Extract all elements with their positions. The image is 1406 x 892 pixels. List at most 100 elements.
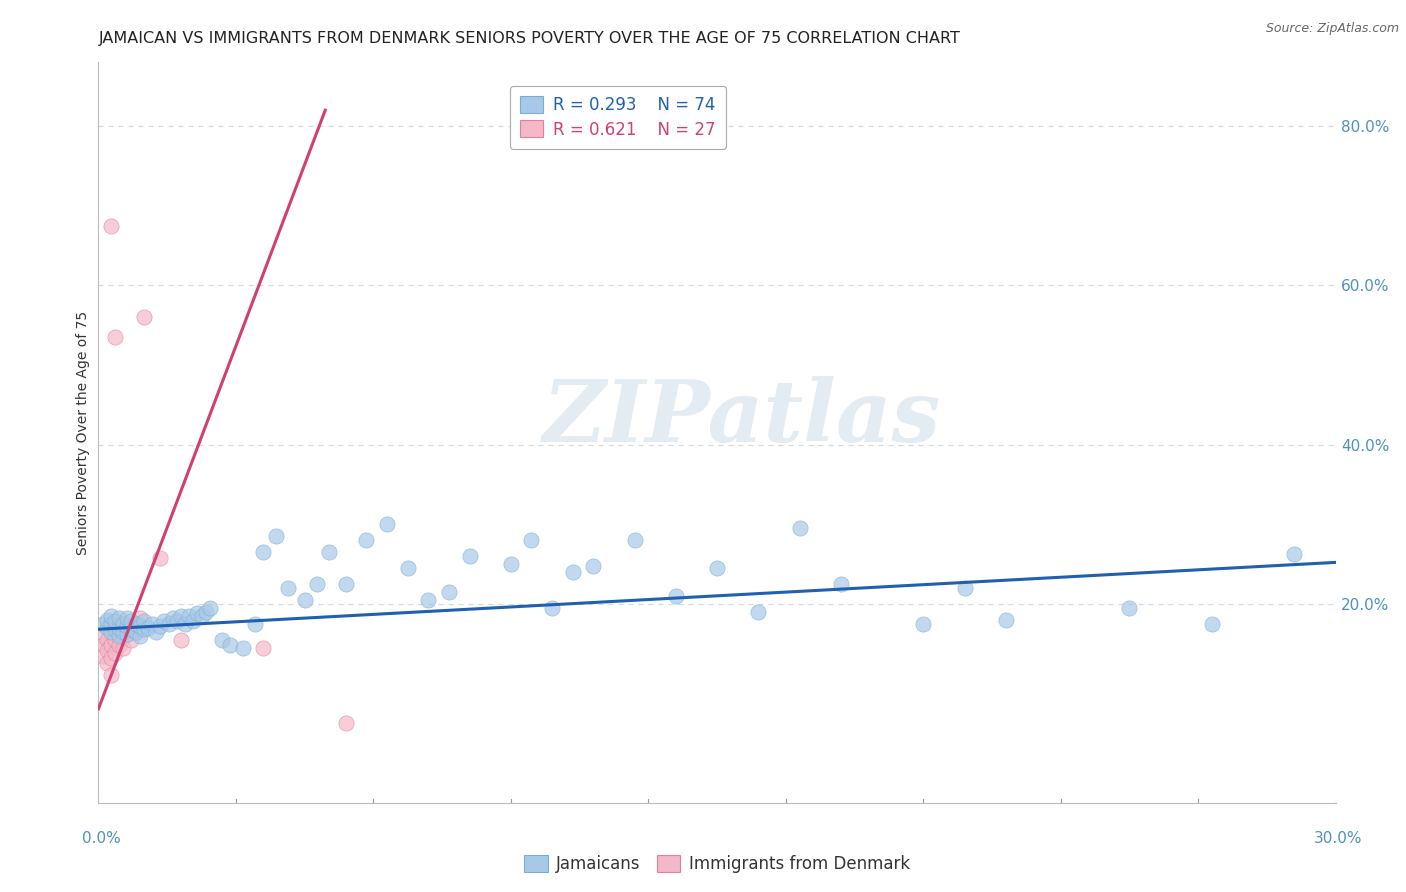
Point: [166, 615, 188, 629]
Point: [170, 632, 193, 647]
Point: [375, 517, 398, 532]
Point: [277, 581, 299, 595]
Point: [179, 608, 201, 623]
Point: [124, 624, 146, 639]
Point: [541, 600, 564, 615]
Point: [141, 616, 163, 631]
Point: [108, 629, 131, 643]
Point: [335, 577, 357, 591]
Point: [294, 592, 316, 607]
Point: [104, 622, 127, 636]
Point: [252, 545, 274, 559]
Point: [96, 621, 118, 635]
Point: [108, 611, 131, 625]
Point: [117, 611, 139, 625]
Text: Source: ZipAtlas.com: Source: ZipAtlas.com: [1265, 22, 1399, 36]
Point: [100, 219, 122, 233]
Point: [198, 600, 221, 615]
Point: [91, 616, 114, 631]
Point: [132, 622, 155, 636]
Point: [190, 608, 212, 623]
Point: [396, 561, 419, 575]
Point: [194, 605, 217, 619]
Point: [112, 630, 135, 644]
Point: [112, 640, 135, 655]
Point: [91, 648, 114, 663]
Point: [747, 605, 769, 619]
Point: [335, 716, 357, 731]
Point: [117, 627, 139, 641]
Point: [96, 613, 118, 627]
Point: [100, 651, 122, 665]
Point: [1118, 600, 1140, 615]
Text: 0.0%: 0.0%: [82, 831, 121, 846]
Text: 30.0%: 30.0%: [1315, 831, 1362, 846]
Point: [104, 646, 127, 660]
Point: [100, 668, 122, 682]
Point: [149, 619, 172, 633]
Point: [120, 615, 142, 629]
Legend: Jamaicans, Immigrants from Denmark: Jamaicans, Immigrants from Denmark: [517, 848, 917, 880]
Point: [219, 638, 242, 652]
Point: [136, 621, 159, 635]
Point: [243, 616, 266, 631]
Point: [499, 557, 522, 571]
Point: [520, 533, 543, 547]
Point: [100, 638, 122, 652]
Point: [108, 627, 131, 641]
Point: [145, 624, 167, 639]
Point: [170, 608, 193, 623]
Point: [264, 529, 287, 543]
Point: [108, 638, 131, 652]
Point: [153, 615, 176, 629]
Point: [582, 558, 605, 573]
Point: [112, 624, 135, 639]
Point: [100, 608, 122, 623]
Point: [112, 616, 135, 631]
Point: [124, 616, 146, 631]
Point: [91, 638, 114, 652]
Point: [100, 624, 122, 639]
Point: [994, 613, 1017, 627]
Point: [120, 622, 142, 636]
Point: [104, 330, 127, 344]
Point: [117, 627, 139, 641]
Point: [305, 577, 328, 591]
Point: [100, 616, 122, 631]
Point: [117, 616, 139, 631]
Point: [561, 565, 583, 579]
Point: [91, 629, 114, 643]
Point: [418, 592, 440, 607]
Point: [665, 589, 688, 603]
Point: [912, 616, 935, 631]
Point: [186, 607, 208, 621]
Point: [1201, 616, 1223, 631]
Point: [132, 310, 155, 325]
Point: [128, 611, 150, 625]
Point: [96, 632, 118, 647]
Point: [458, 549, 481, 563]
Point: [953, 581, 976, 595]
Point: [149, 550, 172, 565]
Point: [104, 632, 127, 647]
Point: [211, 632, 233, 647]
Point: [120, 632, 142, 647]
Point: [789, 521, 811, 535]
Point: [162, 611, 184, 625]
Point: [117, 619, 139, 633]
Point: [623, 533, 645, 547]
Point: [232, 640, 254, 655]
Point: [96, 643, 118, 657]
Point: [108, 621, 131, 635]
Point: [128, 629, 150, 643]
Point: [157, 616, 180, 631]
Point: [174, 616, 197, 631]
Point: [104, 615, 127, 629]
Point: [120, 622, 142, 636]
Point: [830, 577, 852, 591]
Point: [96, 657, 118, 671]
Text: JAMAICAN VS IMMIGRANTS FROM DENMARK SENIORS POVERTY OVER THE AGE OF 75 CORRELATI: JAMAICAN VS IMMIGRANTS FROM DENMARK SENI…: [98, 31, 960, 46]
Point: [132, 615, 155, 629]
Point: [181, 615, 204, 629]
Point: [318, 545, 340, 559]
